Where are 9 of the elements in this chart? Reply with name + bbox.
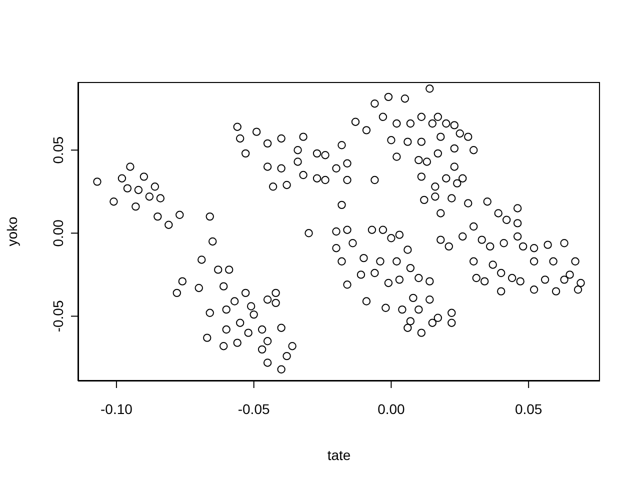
x-tick-label: -0.05 <box>238 400 270 417</box>
x-tick-label: 0.00 <box>378 400 406 417</box>
y-tick-label: 0.05 <box>50 136 66 164</box>
y-tick-label: -0.05 <box>50 300 66 332</box>
x-tick-label: -0.10 <box>100 400 133 417</box>
x-tick-label: 0.05 <box>514 400 542 417</box>
x-axis-title: tate <box>327 447 351 463</box>
y-tick-label: 0.00 <box>50 219 66 247</box>
y-axis-title: yoko <box>4 216 20 246</box>
